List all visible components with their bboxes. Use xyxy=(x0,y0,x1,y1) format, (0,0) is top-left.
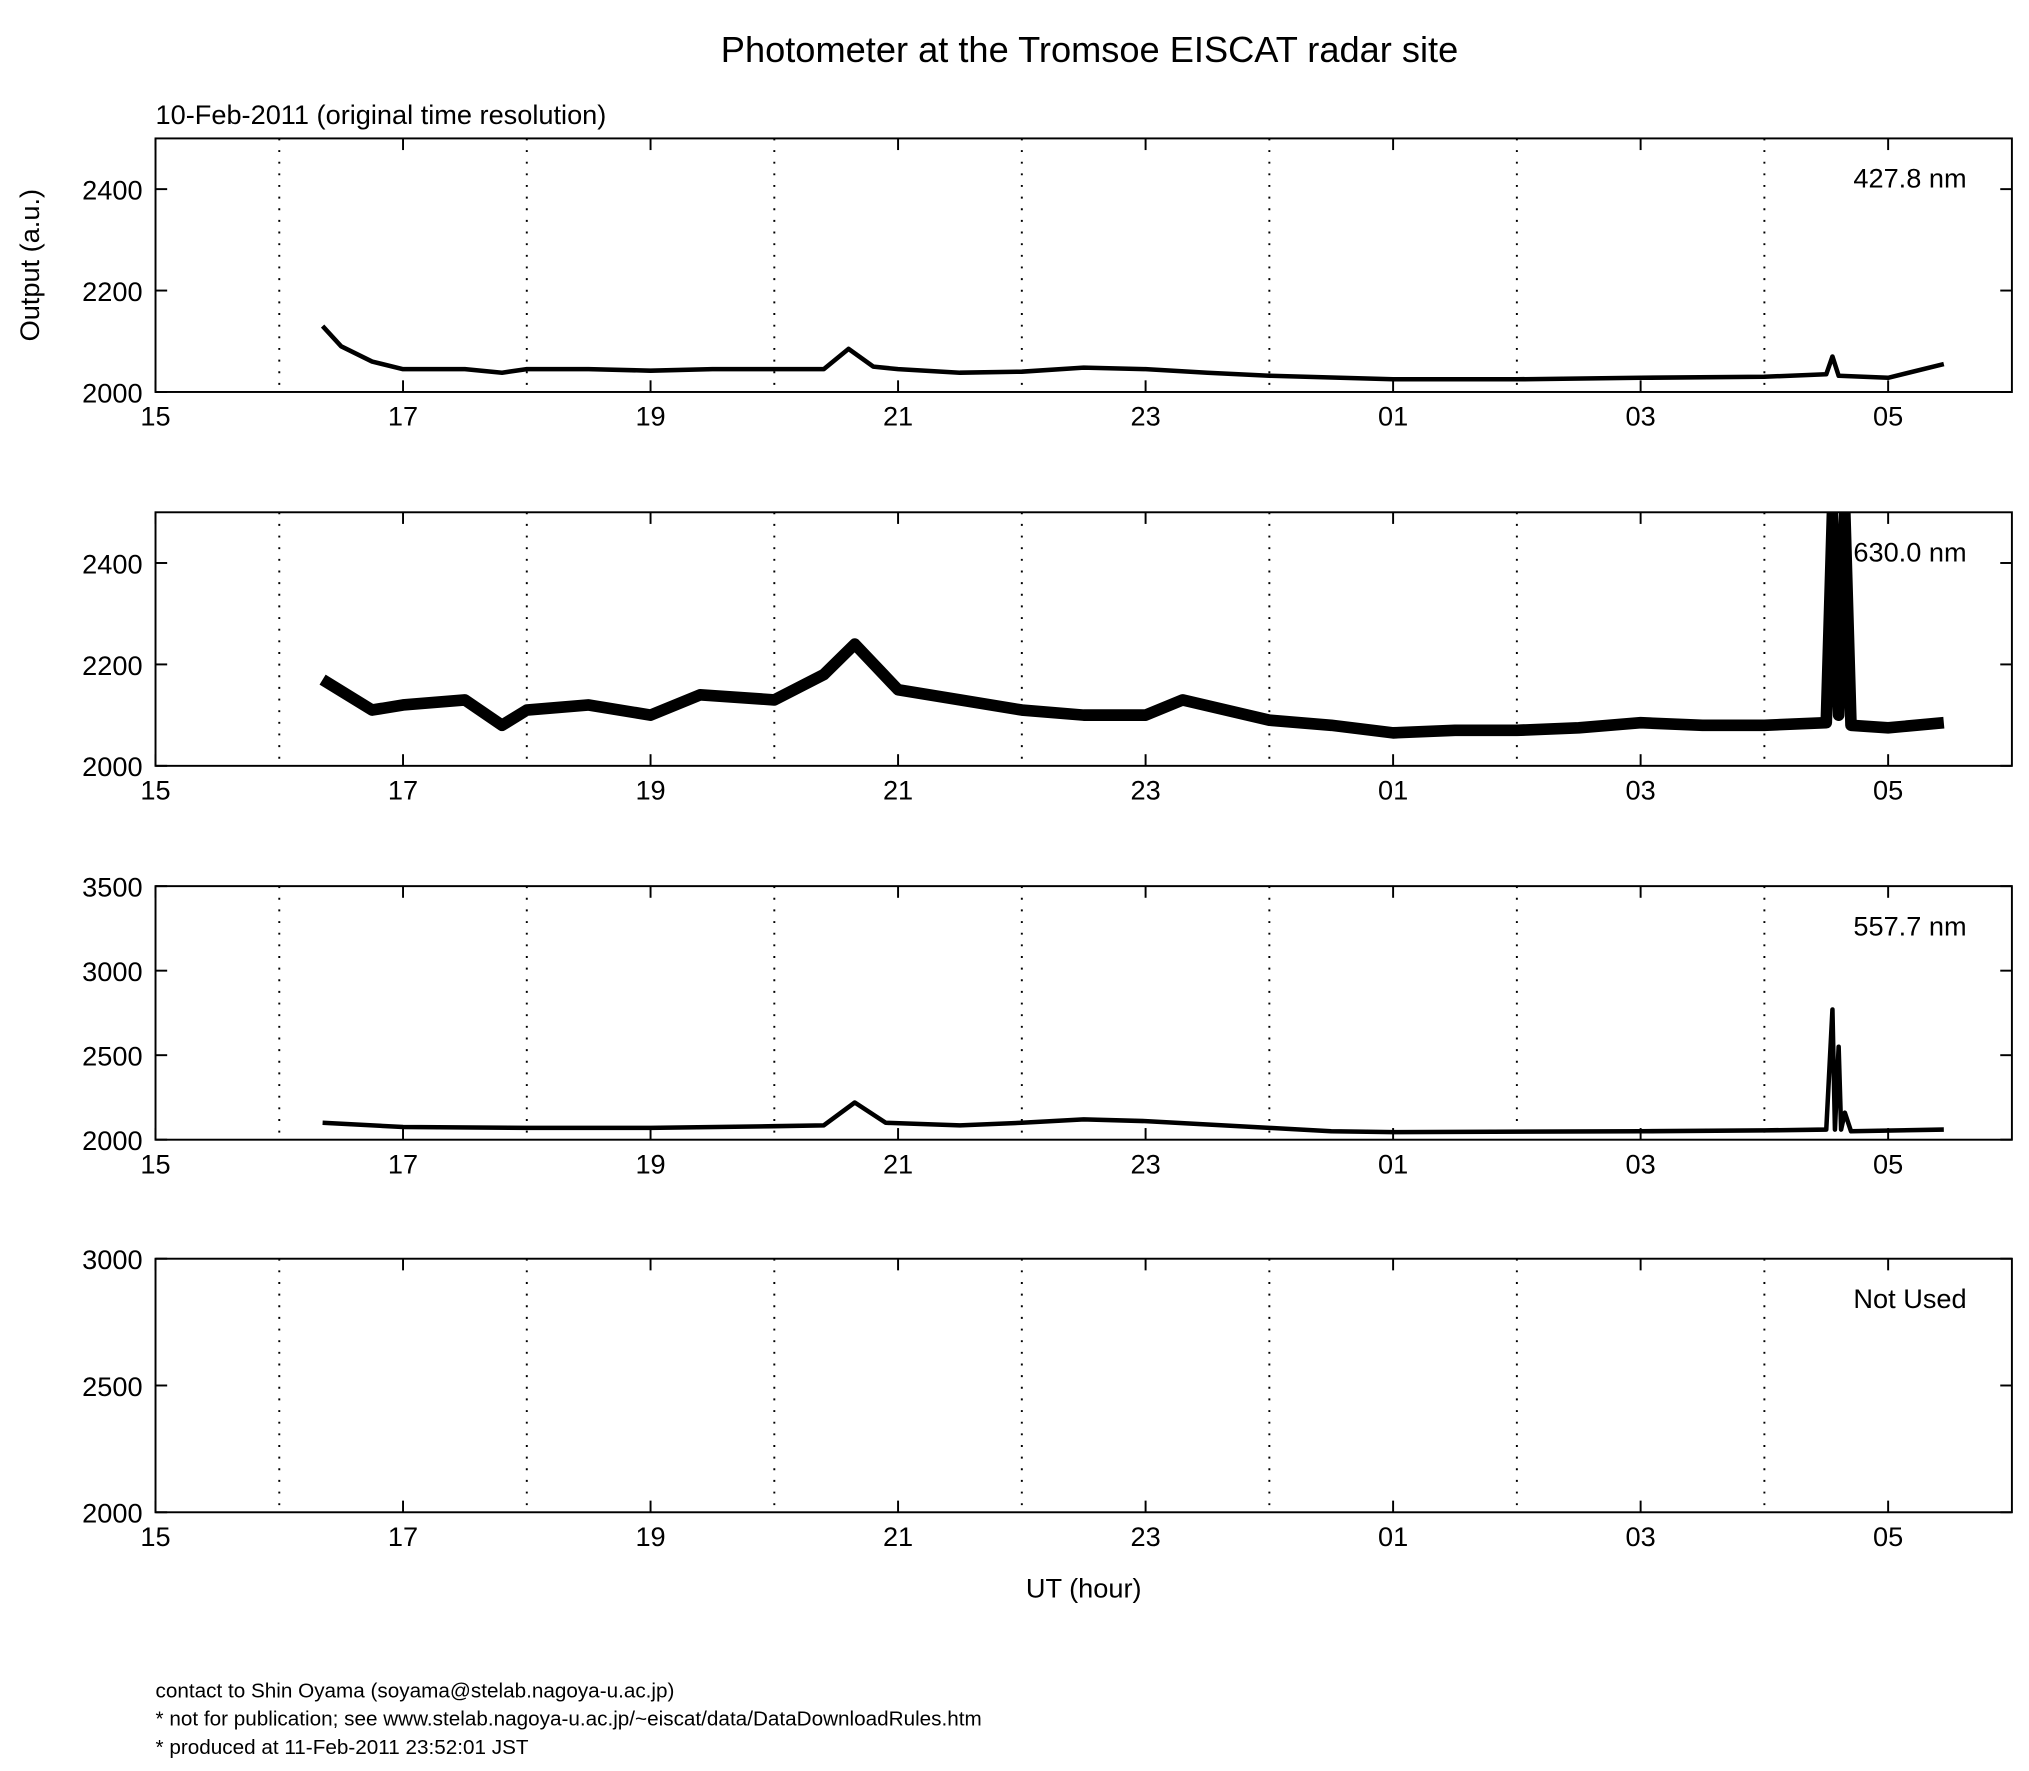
y-tick-label: 2400 xyxy=(82,174,142,205)
annotation: 427.8 nm xyxy=(1853,163,1966,194)
figure-title: Photometer at the Tromsoe EISCAT radar s… xyxy=(721,29,1458,70)
x-tick-label: 23 xyxy=(1130,774,1160,805)
y-tick-label: 2200 xyxy=(82,650,142,681)
x-tick-label: 23 xyxy=(1130,1521,1160,1552)
x-tick-label: 21 xyxy=(883,1521,913,1552)
y-tick-label: 2500 xyxy=(82,1041,142,1072)
x-tick-label: 21 xyxy=(883,774,913,805)
x-tick-label: 17 xyxy=(388,1148,418,1179)
footer-line: * produced at 11-Feb-2011 23:52:01 JST xyxy=(156,1736,529,1759)
y-tick-label: 2000 xyxy=(82,1125,142,1156)
x-tick-label: 17 xyxy=(388,401,418,432)
x-tick-label: 01 xyxy=(1378,774,1408,805)
y-tick-label: 2500 xyxy=(82,1371,142,1402)
plot-frame xyxy=(154,885,2013,1141)
x-tick-label: 17 xyxy=(388,1521,418,1552)
y-axis-label: Output (a.u.) xyxy=(14,189,45,341)
x-tick-label: 01 xyxy=(1378,1521,1408,1552)
x-tick-label: 01 xyxy=(1378,401,1408,432)
y-tick-label: 2000 xyxy=(82,751,142,782)
data-line xyxy=(319,512,1945,739)
x-tick-label: 19 xyxy=(635,1148,665,1179)
x-tick-label: 19 xyxy=(635,1521,665,1552)
plot-frame xyxy=(154,137,2013,393)
x-tick-label: 05 xyxy=(1873,774,1903,805)
x-tick-label: 15 xyxy=(140,1148,170,1179)
y-tick-label: 2000 xyxy=(82,1498,142,1529)
x-tick-label: 21 xyxy=(883,401,913,432)
x-tick-label: 03 xyxy=(1626,1521,1656,1552)
data-line xyxy=(322,1007,1944,1135)
subtitle: 10-Feb-2011 (original time resolution) xyxy=(156,99,607,130)
x-tick-label: 05 xyxy=(1873,1521,1903,1552)
annotation: 630.0 nm xyxy=(1853,536,1966,567)
x-tick-label: 23 xyxy=(1130,401,1160,432)
annotation: Not Used xyxy=(1853,1283,1966,1314)
x-tick-label: 05 xyxy=(1873,401,1903,432)
x-tick-label: 19 xyxy=(635,774,665,805)
y-tick-label: 3000 xyxy=(82,956,142,987)
footer-line: * not for publication; see www.stelab.na… xyxy=(156,1708,982,1731)
x-tick-label: 21 xyxy=(883,1148,913,1179)
annotation: 557.7 nm xyxy=(1853,910,1966,941)
x-tick-label: 17 xyxy=(388,774,418,805)
x-tick-label: 19 xyxy=(635,401,665,432)
x-tick-label: 23 xyxy=(1130,1148,1160,1179)
x-tick-label: 15 xyxy=(140,774,170,805)
x-tick-label: 05 xyxy=(1873,1148,1903,1179)
y-tick-label: 2000 xyxy=(82,377,142,408)
y-tick-label: 3500 xyxy=(82,871,142,902)
plot-frame xyxy=(154,1257,2013,1514)
data-line xyxy=(320,324,1945,382)
y-tick-label: 2200 xyxy=(82,276,142,307)
x-axis-label: UT (hour) xyxy=(1026,1573,1142,1604)
footer-line: contact to Shin Oyama (soyama@stelab.nag… xyxy=(156,1679,675,1702)
x-tick-label: 15 xyxy=(140,401,170,432)
x-tick-label: 01 xyxy=(1378,1148,1408,1179)
x-tick-label: 03 xyxy=(1626,1148,1656,1179)
plot-frame xyxy=(154,511,2013,767)
y-tick-label: 3000 xyxy=(82,1244,142,1275)
x-tick-label: 03 xyxy=(1626,401,1656,432)
x-tick-label: 15 xyxy=(140,1521,170,1552)
x-tick-label: 03 xyxy=(1626,774,1656,805)
y-tick-label: 2400 xyxy=(82,548,142,579)
